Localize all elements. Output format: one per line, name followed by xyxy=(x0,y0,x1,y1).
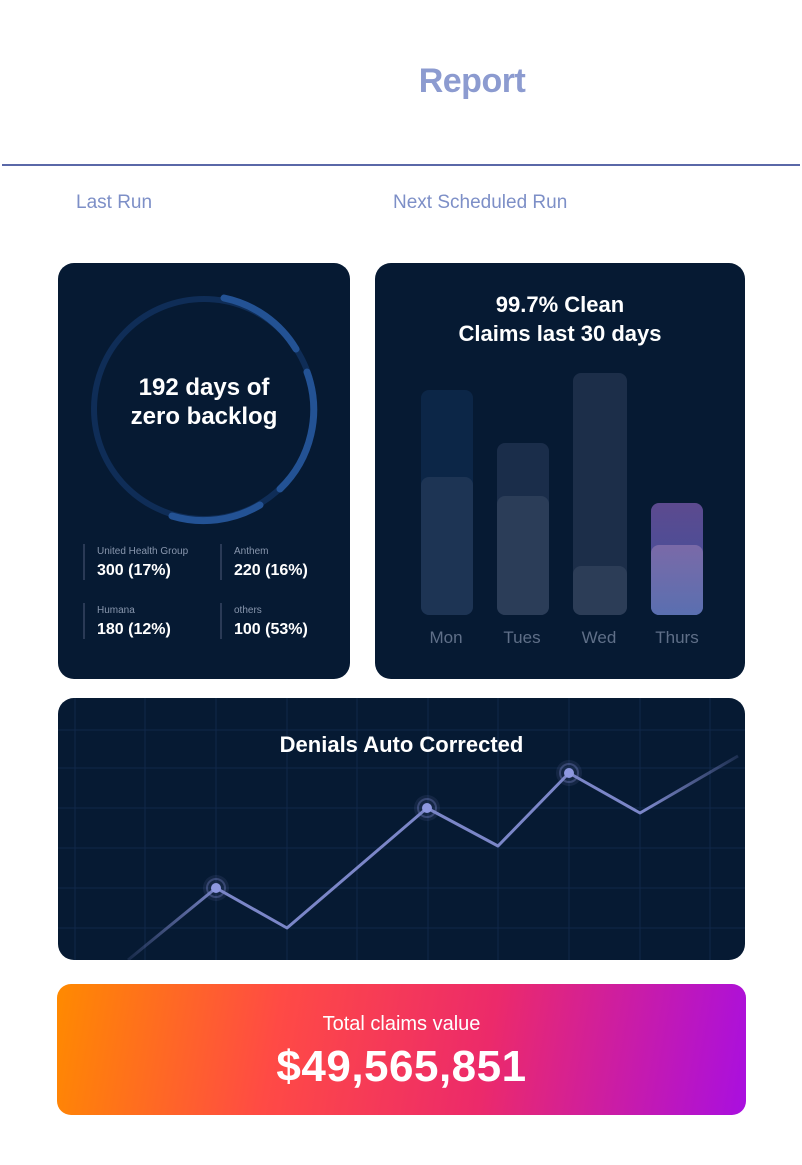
stat-value: 220 (16%) xyxy=(234,562,308,579)
highlight-point xyxy=(203,875,229,901)
bar-tues xyxy=(497,496,549,615)
total-claims-card: Total claims value $49,565,851 xyxy=(57,984,746,1115)
highlight-point xyxy=(556,760,582,786)
next-scheduled-run-label: Next Scheduled Run xyxy=(393,192,568,213)
total-claims-value: $49,565,851 xyxy=(276,1042,527,1091)
bar-wed xyxy=(573,566,627,615)
stat-label: Anthem xyxy=(234,546,269,557)
stat-label: Humana xyxy=(97,605,135,616)
header-divider xyxy=(2,164,800,166)
last-run-label: Last Run xyxy=(76,192,153,213)
backlog-card: 192 days of zero backlog United Health G… xyxy=(58,263,350,679)
stat-value: 180 (12%) xyxy=(97,621,171,638)
clean-claims-title-line2: Claims last 30 days xyxy=(458,321,662,346)
chart-grid xyxy=(58,698,745,960)
day-label-mon: Mon xyxy=(429,628,463,647)
stat-value: 300 (17%) xyxy=(97,562,171,579)
bar-mon xyxy=(421,477,473,615)
day-label-thurs: Thurs xyxy=(655,628,699,647)
denials-line xyxy=(127,754,739,960)
page-title: Report xyxy=(418,62,526,100)
backlog-headline: 192 days of zero backlog xyxy=(130,374,278,430)
stat-united-health-group: United Health Group 300 (17%) xyxy=(83,544,188,580)
stat-value: 100 (53%) xyxy=(234,621,308,638)
clean-claims-card: 99.7% Clean Claims last 30 days Mon Tues… xyxy=(375,263,745,679)
denials-card: Denials Auto Corrected xyxy=(58,698,745,960)
denials-title: Denials Auto Corrected xyxy=(279,732,524,757)
stat-label: United Health Group xyxy=(97,546,189,557)
clean-claims-title-line1: 99.7% Clean xyxy=(495,292,625,317)
clean-claims-title: 99.7% Clean Claims last 30 days xyxy=(375,290,745,348)
denials-line-chart xyxy=(58,698,745,960)
stat-others: others 100 (53%) xyxy=(220,603,308,639)
stat-humana: Humana 180 (12%) xyxy=(83,603,171,639)
highlight-point xyxy=(414,795,440,821)
backlog-ring xyxy=(91,294,318,525)
bar-thurs xyxy=(651,545,703,615)
day-label-wed: Wed xyxy=(581,628,617,647)
stat-label: others xyxy=(234,605,262,616)
stat-anthem: Anthem 220 (16%) xyxy=(220,544,308,580)
total-claims-label: Total claims value xyxy=(322,1013,481,1035)
day-label-tues: Tues xyxy=(503,628,541,647)
